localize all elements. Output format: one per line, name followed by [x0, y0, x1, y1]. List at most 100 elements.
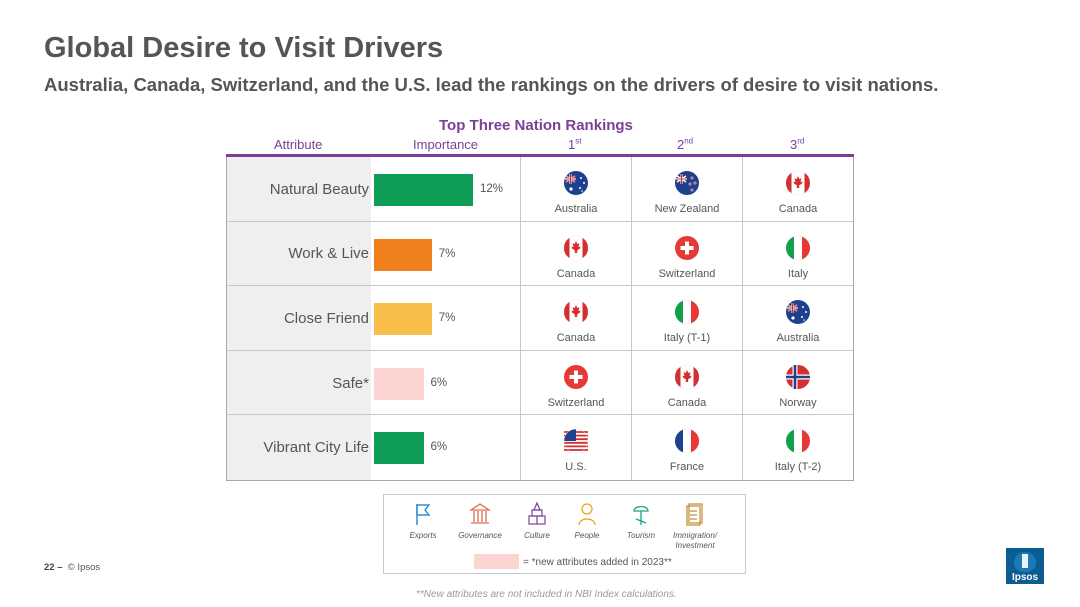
table-row: Safe* 6% Switzerland Canada Norway [227, 351, 853, 416]
legend-culture: Culture [504, 501, 570, 541]
rank-cell-3: Australia [743, 299, 853, 344]
header-rank-2: 2nd [677, 136, 694, 152]
rank-cell-3: Canada [743, 170, 853, 215]
country-name: Switzerland [658, 267, 716, 280]
importance-value: 12% [480, 183, 504, 195]
france-flag-icon [674, 429, 700, 454]
header-importance: Importance [413, 137, 479, 152]
rank-cell-2: Canada [632, 364, 742, 409]
country-name: Australia [776, 332, 820, 345]
importance-value: 7% [438, 312, 456, 325]
rank-cell-2: Italy (T-1) [632, 299, 742, 344]
attribute-label: Safe* [332, 374, 369, 392]
header-attribute: Attribute [274, 137, 323, 152]
attribute-label: Natural Beauty [269, 180, 369, 198]
legend-note: = *new attributes added in 2023** [523, 557, 672, 568]
country-name: Australia [554, 203, 598, 215]
usa-flag-icon [563, 429, 589, 454]
importance-bar [374, 303, 432, 336]
rank-cell-3: Italy (T-2) [743, 428, 853, 473]
canada-flag-icon [785, 170, 811, 196]
country-name: Canada [556, 267, 596, 280]
italy-flag-icon [785, 235, 811, 260]
column-divider [742, 157, 743, 480]
country-name: Italy [787, 267, 809, 280]
importance-value: 6% [430, 376, 448, 389]
ipsos-logo: Ipsos [1006, 548, 1044, 584]
importance-bar [374, 367, 424, 400]
row-divider [227, 414, 853, 416]
country-name: Norway [779, 396, 817, 409]
importance-value: 7% [438, 247, 456, 260]
table-row: Close Friend 7% Canada Italy (T-1) Australia [227, 286, 853, 351]
rank-cell-2: France [632, 428, 742, 473]
legend-immigration: Immigration/ Investment [662, 501, 728, 550]
attribute-label: Close Friend [283, 309, 369, 327]
legend-tourism: Tourism [608, 501, 674, 541]
italy-flag-icon [674, 299, 700, 325]
table-title: Top Three Nation Rankings [439, 117, 633, 134]
page-subtitle: Australia, Canada, Switzerland, and the … [44, 74, 939, 95]
column-divider [520, 157, 521, 480]
header-rule [226, 154, 854, 157]
canada-flag-icon [674, 364, 700, 390]
legend-people: People [554, 501, 620, 541]
rank-cell-1: Canada [521, 235, 631, 280]
pillar-legend: Exports Governance Culture People Touris… [383, 494, 746, 574]
rankings-table: Natural Beauty 12% Australia New Zealand Can… [226, 157, 854, 481]
rank-cell-3: Norway [743, 364, 853, 409]
column-divider [631, 157, 632, 480]
italy-flag-icon [785, 429, 811, 454]
importance-bar [374, 238, 432, 271]
attribute-column-bg [227, 157, 371, 480]
importance-bar [374, 432, 424, 465]
rank-cell-1: Switzerland [521, 364, 631, 409]
new-zealand-flag-icon [675, 171, 699, 195]
flag-icon [416, 504, 431, 525]
country-name: Canada [778, 203, 818, 215]
country-name: France [669, 461, 705, 474]
row-divider [227, 285, 853, 287]
tourism-icon [633, 505, 649, 525]
rank-cell-1: Canada [521, 299, 631, 344]
canada-flag-icon [563, 299, 589, 325]
rank-cell-2: New Zealand [632, 170, 742, 215]
country-name: Switzerland [547, 396, 605, 409]
rank-cell-1: U.S. [521, 428, 631, 473]
rank-cell-2: Switzerland [632, 235, 742, 280]
new-attribute-swatch [474, 554, 519, 569]
rank-cell-3: Italy [743, 235, 853, 280]
australia-flag-icon [786, 300, 810, 325]
australia-flag-icon [564, 171, 588, 195]
country-name: Canada [556, 332, 596, 345]
header-rank-3: 3rd [790, 136, 805, 152]
norway-flag-icon [786, 364, 810, 389]
importance-value: 6% [430, 441, 448, 454]
canada-flag-icon [563, 235, 589, 260]
rank-cell-1: Australia [521, 170, 631, 215]
country-name: Canada [667, 396, 707, 409]
legend-governance: Governance [447, 501, 513, 541]
table-row: Vibrant City Life 6% U.S. France Italy (T-2) [227, 415, 853, 480]
attribute-label: Work & Live [288, 245, 369, 263]
row-divider [227, 349, 853, 351]
page-footer: 22 – © Ipsos [44, 562, 101, 573]
attribute-label: Vibrant City Life [263, 439, 369, 457]
footnote: **New attributes are not included in NBI… [416, 589, 677, 600]
switzerland-flag-icon [564, 364, 588, 389]
country-name: Italy (T-1) [663, 332, 711, 345]
header-rank-1: 1st [568, 136, 582, 152]
country-name: New Zealand [654, 203, 720, 215]
switzerland-flag-icon [675, 235, 699, 260]
page-title: Global Desire to Visit Drivers [44, 32, 444, 64]
document-icon [686, 503, 703, 526]
person-icon [578, 503, 596, 526]
country-name: U.S. [565, 461, 587, 474]
country-name: Italy (T-2) [774, 461, 822, 474]
svg-text:Ipsos: Ipsos [1012, 572, 1039, 583]
table-row: Work & Live 7% Canada Switzerland Italy [227, 222, 853, 287]
importance-bar [374, 174, 473, 206]
table-row: Natural Beauty 12% Australia New Zealand Can… [227, 157, 853, 222]
legend-exports: Exports [390, 501, 456, 541]
culture-icon [528, 501, 546, 525]
